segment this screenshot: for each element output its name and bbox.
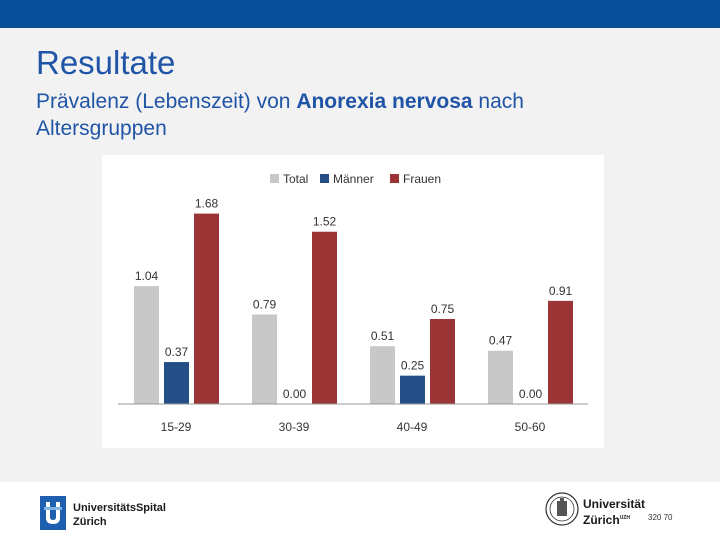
bar-30-39-0 [252,314,277,404]
chart-panel: Total Männer Frauen 1.04 0.37 1.68 15-29 0.79 0.… [102,155,604,448]
bar-40-49-2 [430,319,455,404]
bar-15-29-0 [134,286,159,404]
uzh-logo-text: Universität ZürichUZH [583,497,645,527]
bar-50-60-2 [548,300,573,404]
uzh-name-line1: Universität [583,497,646,511]
bar-30-39-2 [312,231,337,404]
uzh-seal-icon [545,492,579,526]
x-tick-label-0: 15-29 [161,420,192,434]
data-label-40-49-1: 0.25 [401,359,425,373]
bar-chart: Total Männer Frauen 1.04 0.37 1.68 15-29 0.79 0.… [118,172,588,434]
usz-name-line1: UniversitätsSpital [73,502,166,514]
data-label-50-60-1: 0.00 [519,387,543,401]
data-label-30-39-1: 0.00 [283,387,307,401]
data-label-40-49-0: 0.51 [371,329,395,343]
legend-label-1: Männer [333,172,374,186]
data-label-15-29-1: 0.37 [165,345,189,359]
legend-swatch-2 [390,174,399,183]
legend-swatch-1 [320,174,329,183]
data-label-50-60-0: 0.47 [489,334,513,348]
slide-title: Resultate [36,44,176,81]
x-tick-label-3: 50-60 [515,420,546,434]
x-tick-label-2: 40-49 [397,420,428,434]
bar-15-29-2 [194,213,219,404]
subtitle-text-end: nach Altersgruppen [36,90,524,140]
usz-logo-icon [40,496,66,530]
data-label-50-60-2: 0.91 [549,284,573,298]
subtitle-text-bold: Anorexia nervosa [296,90,473,113]
uzh-name-line2: ZürichUZH [583,511,645,527]
legend-label-2: Frauen [403,172,441,186]
uzh-suffix: UZH [619,515,630,521]
bar-15-29-1 [164,362,189,404]
bar-40-49-1 [400,375,425,404]
bar-50-60-0 [488,350,513,404]
slide-subtitle: Prävalenz (Lebenszeit) von Anorexia nerv… [36,88,636,142]
data-label-40-49-2: 0.75 [431,302,455,316]
footer [0,482,720,540]
usz-logo-text: UniversitätsSpital Zürich [73,501,166,529]
data-label-30-39-0: 0.79 [253,297,277,311]
legend-label-0: Total [283,172,308,186]
uzh-name-city: Zürich [583,513,620,527]
data-label-30-39-2: 1.52 [313,215,337,229]
header-bar [0,0,720,28]
data-label-15-29-2: 1.68 [195,197,219,211]
x-tick-label-1: 30-39 [279,420,310,434]
page-number: 320 70 [648,513,673,522]
data-label-15-29-0: 1.04 [135,269,159,283]
subtitle-text-start: Prävalenz (Lebenszeit) von [36,90,297,113]
bar-40-49-0 [370,346,395,404]
usz-name-line2: Zürich [73,516,107,528]
legend-swatch-0 [270,174,279,183]
